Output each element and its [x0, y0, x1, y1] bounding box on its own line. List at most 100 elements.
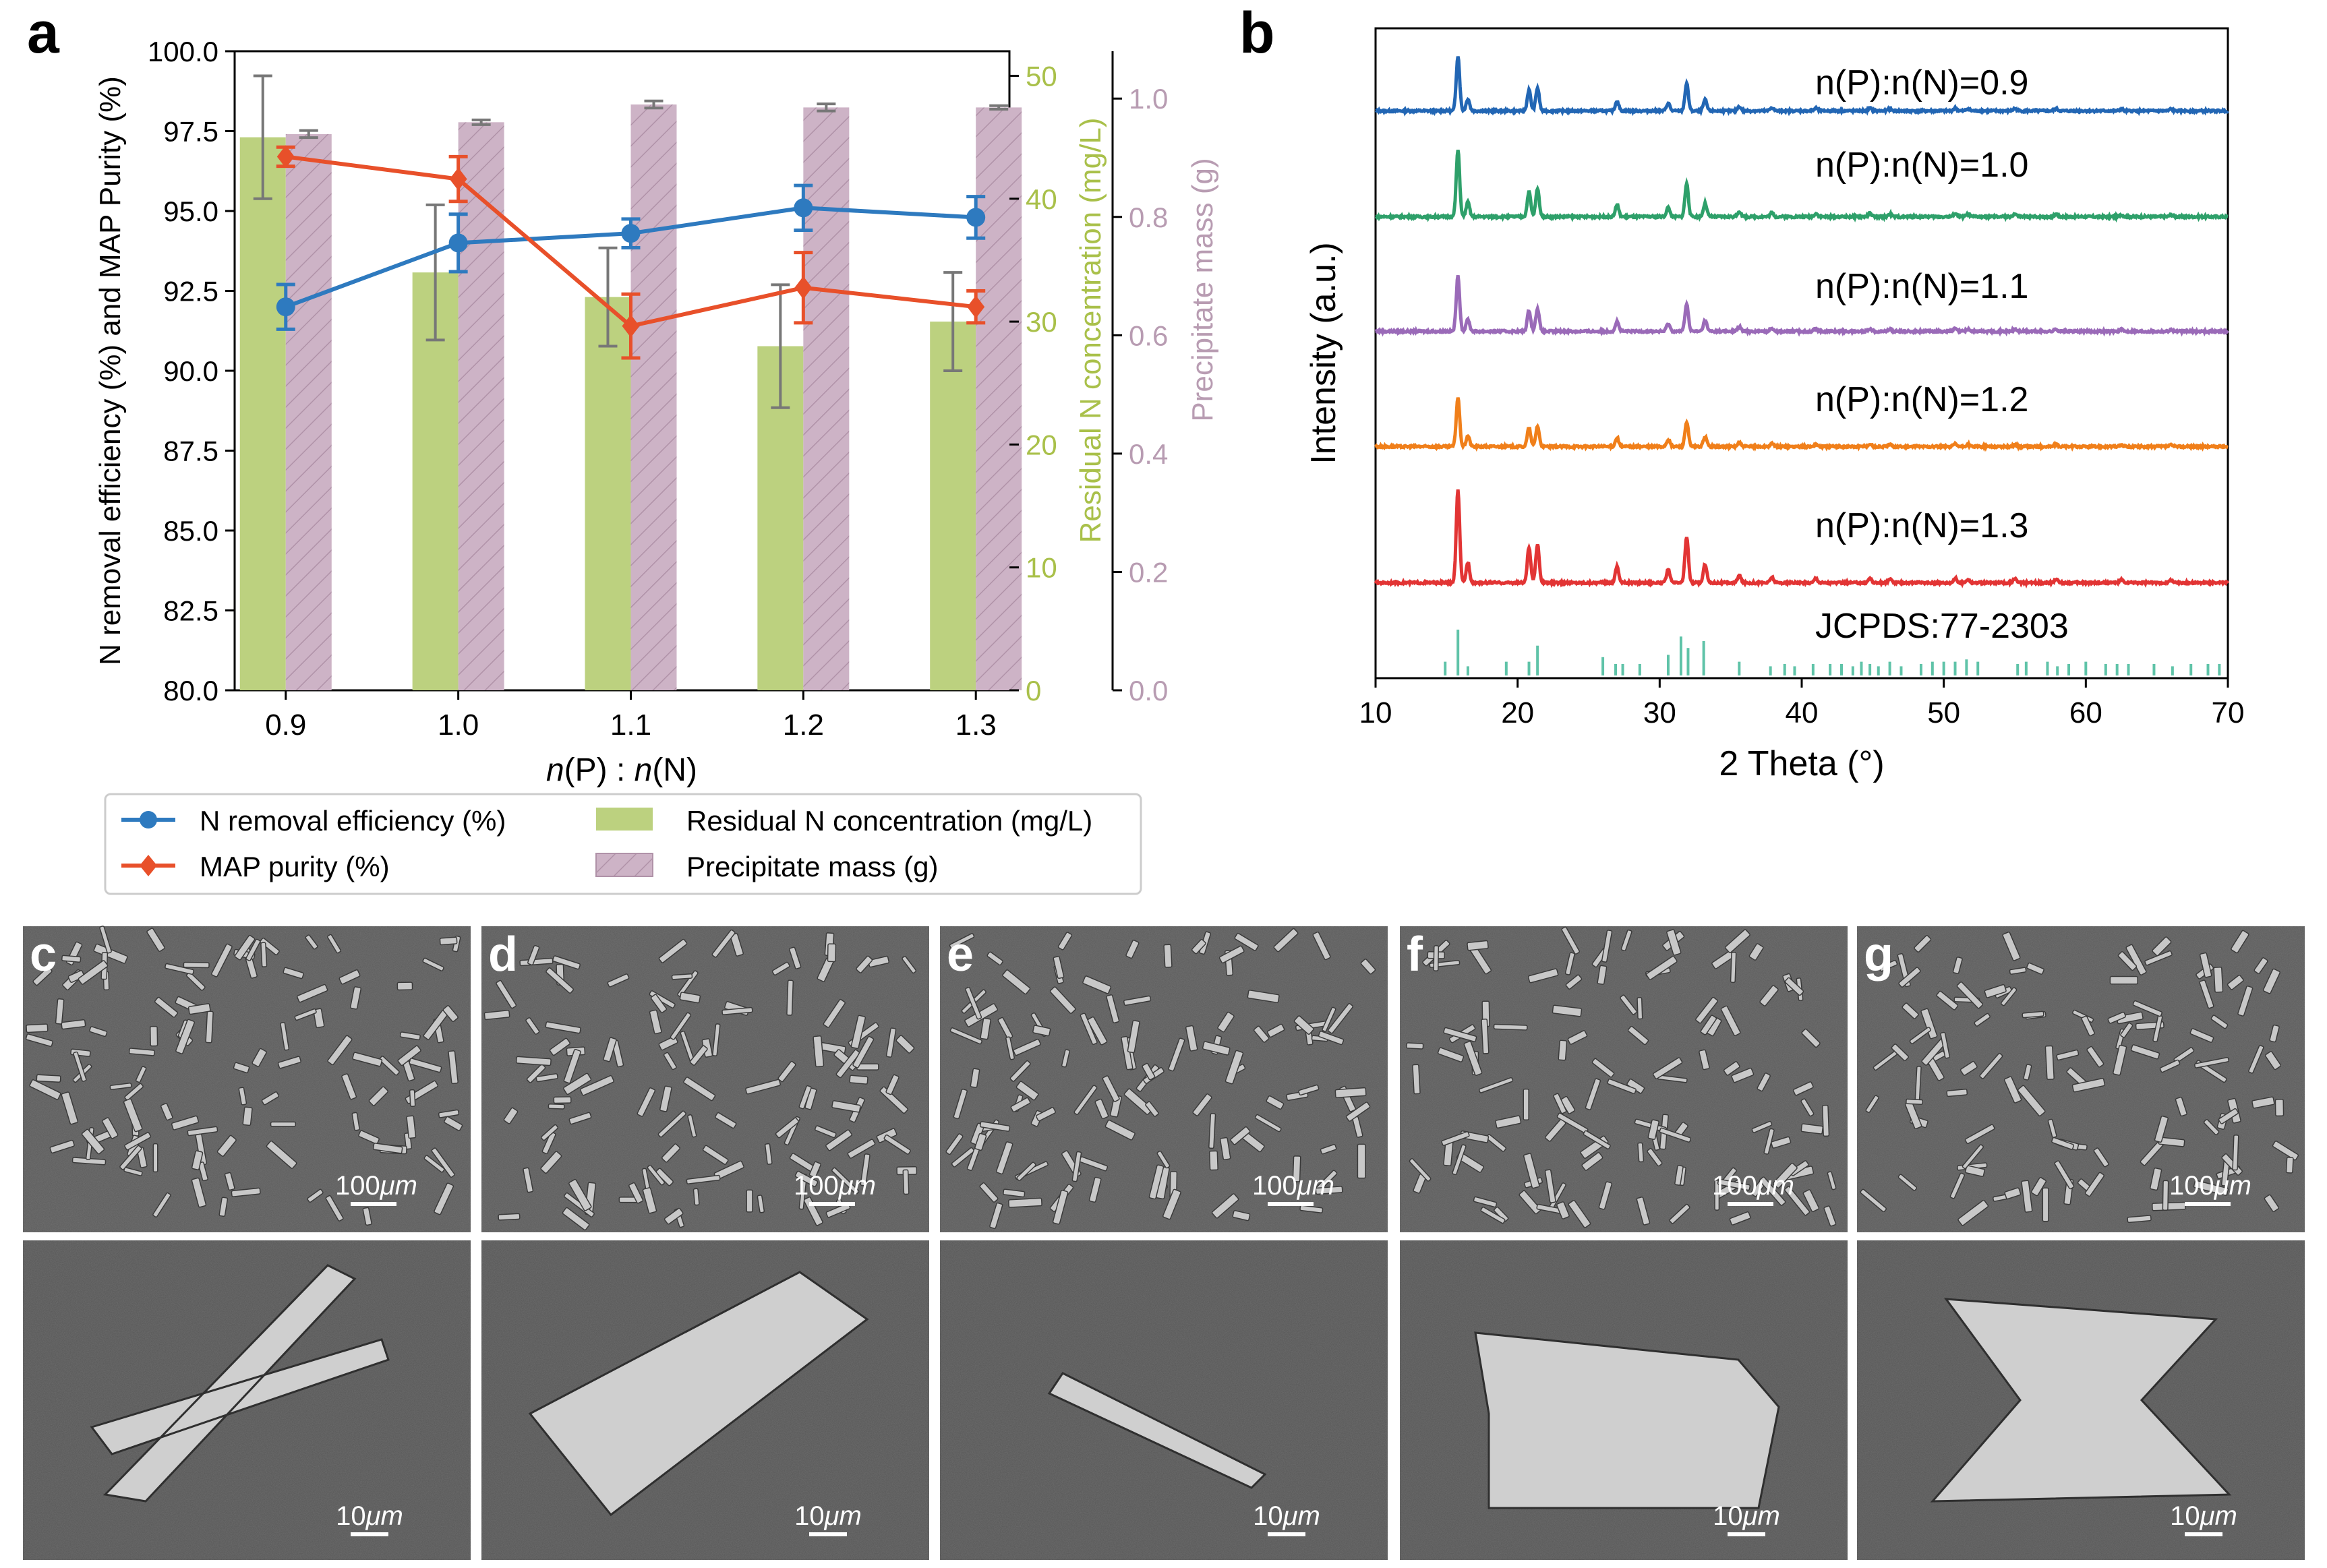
- crystal-f-118: [1748, 943, 1764, 961]
- crystal-c-30: [61, 955, 82, 963]
- crystal-e-119: [1208, 1112, 1216, 1149]
- crystal-f-8: [1437, 1047, 1465, 1062]
- crystal-c-63: [154, 996, 179, 1018]
- crystal-f-25: [1637, 997, 1643, 1020]
- scale-unit-bottom-f: μm: [1742, 1501, 1780, 1531]
- crystal-c-41: [245, 938, 261, 961]
- crystal-f-92: [1724, 929, 1750, 953]
- crystal-e-43: [1013, 1038, 1041, 1056]
- crystal-d-4: [803, 1197, 823, 1226]
- crystal-e-86: [1127, 1020, 1140, 1054]
- crystal-e-109: [1232, 1210, 1251, 1222]
- crystal-f-84: [1601, 930, 1613, 963]
- sem-top-grain-f: [1400, 926, 1848, 1232]
- n-removal-point-1.0: [448, 233, 468, 253]
- y3-axis-label: Precipitate mass (g): [1186, 158, 1219, 421]
- crystal-g-82: [2109, 975, 2138, 985]
- crystal-c-104: [372, 1143, 403, 1154]
- crystal-f-112: [1784, 977, 1804, 996]
- crystal-c-81: [146, 928, 165, 952]
- crystal-g-32: [1865, 1095, 1879, 1113]
- crystal-c-101: [26, 1023, 49, 1033]
- crystal-d-33: [677, 970, 699, 998]
- crystal-g-58: [2009, 967, 2027, 975]
- x-tick-label-1.3: 1.3: [955, 708, 997, 742]
- map-purity-point-1.0: [449, 167, 467, 191]
- crystal-d-58: [549, 1037, 570, 1056]
- scale-label-top-f: 100μm: [1712, 1171, 1794, 1201]
- crystal-e-58: [1036, 1107, 1056, 1122]
- crystal-f-79: [1552, 1004, 1583, 1017]
- crystal-e-25: [1003, 1188, 1026, 1198]
- crystal-g-43: [2264, 1194, 2280, 1212]
- crystal-g-111: [2125, 944, 2147, 975]
- crystal-e-98: [1053, 956, 1065, 979]
- panel-label-c: c: [30, 928, 57, 982]
- crystal-d-67: [693, 1188, 700, 1206]
- crystal-d-57: [883, 1134, 911, 1155]
- crystal-c-78: [224, 1172, 235, 1191]
- scale-unit-top-e: μm: [1297, 1171, 1334, 1201]
- legend-marker-map-purity: [140, 855, 157, 876]
- crystal-f-38: [1637, 1142, 1645, 1163]
- crystal-d-88: [647, 1164, 666, 1186]
- crystal-d-68: [683, 1077, 716, 1102]
- crystal-d-118: [649, 1009, 662, 1035]
- crystal-f-119: [1556, 1201, 1570, 1219]
- map-purity-point-1.3: [967, 295, 985, 319]
- crystal-c-88: [183, 961, 210, 969]
- crystal-e-74: [1273, 928, 1299, 953]
- crystal-e-4: [1088, 1176, 1102, 1203]
- crystal-f-95: [1620, 994, 1637, 1015]
- x-tick-label-0.9: 0.9: [265, 708, 306, 742]
- scale-label-top-d: 100μm: [794, 1171, 876, 1201]
- crystal-c-103: [368, 1086, 389, 1106]
- crystal-c-86: [191, 1150, 204, 1170]
- crystal-g-116: [2081, 1015, 2095, 1037]
- crystal-d-9: [786, 979, 794, 1016]
- crystal-c-112: [135, 1066, 147, 1083]
- crystal-g-104: [2054, 1160, 2075, 1190]
- crystal-f-18: [1607, 1078, 1637, 1094]
- crystal-f-80: [1591, 1058, 1615, 1078]
- bx-tick-label-20: 20: [1501, 696, 1534, 729]
- crystal-g-70: [2000, 987, 2017, 1006]
- mass-bar-0.9: [285, 133, 332, 690]
- xrd-label-4: n(P):n(N)=1.3: [1815, 506, 2028, 545]
- crystal-e-29: [1334, 1087, 1367, 1099]
- crystal-g-53: [2150, 1168, 2162, 1191]
- crystal-d-11: [712, 1023, 721, 1056]
- crystal-f-86: [1597, 965, 1608, 985]
- crystal-c-75: [205, 1011, 214, 1044]
- crystal-g-10: [2175, 1096, 2187, 1117]
- scale-label-bottom-g: 10μm: [2170, 1501, 2237, 1531]
- crystal-d-100: [885, 1074, 900, 1095]
- crystal-g-103: [2232, 1135, 2239, 1171]
- crystal-d-116: [850, 1015, 866, 1050]
- crystal-c-2: [152, 1143, 158, 1173]
- crystal-d-17: [535, 1073, 558, 1083]
- crystal-c-82: [36, 1074, 61, 1083]
- crystal-f-108: [1792, 1081, 1814, 1096]
- crystal-c-18: [25, 1033, 53, 1047]
- scale-num-top-f: 100: [1712, 1171, 1757, 1201]
- crystal-f-116: [1669, 1203, 1690, 1224]
- crystal-c-14: [338, 969, 361, 985]
- crystal-g-98: [2248, 1045, 2264, 1074]
- crystal-g-3: [2193, 1180, 2229, 1196]
- crystal-d-30: [808, 1161, 821, 1178]
- crystal-f-88: [1567, 1030, 1588, 1045]
- crystal-c-87: [280, 1022, 290, 1051]
- crystal-g-41: [1964, 1124, 1995, 1145]
- crystal-closeup-g: [1930, 1298, 2232, 1503]
- crystal-c-10: [351, 1112, 360, 1131]
- x-label-italic-2: n: [635, 752, 653, 788]
- crystal-c-5: [218, 1197, 229, 1217]
- crystal-d-92: [775, 1117, 800, 1139]
- y3-tick-label-0.0: 0.0: [1129, 675, 1168, 706]
- crystal-c-65: [233, 1062, 250, 1074]
- crystal-f-44: [1800, 1098, 1815, 1117]
- crystal-g-118: [2086, 1046, 2104, 1068]
- y-tick-label-95.0: 95.0: [163, 195, 218, 227]
